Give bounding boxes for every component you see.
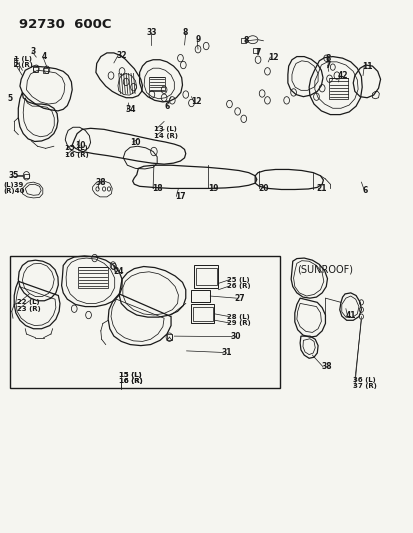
Text: 36 (L): 36 (L) [352, 377, 375, 383]
Text: 21: 21 [316, 184, 326, 193]
Text: 14 (R): 14 (R) [154, 133, 178, 139]
Text: 30: 30 [230, 332, 241, 341]
Text: 17: 17 [175, 192, 185, 201]
Bar [241, 38, 246, 43]
Bar [166, 334, 171, 341]
Text: 92730  600C: 92730 600C [19, 18, 112, 30]
Text: 28 (L): 28 (L) [226, 313, 249, 320]
Text: 26 (R): 26 (R) [226, 283, 249, 289]
Bar [252, 47, 257, 53]
Text: 38: 38 [96, 178, 106, 187]
Bar [328, 78, 347, 99]
Bar [43, 68, 48, 74]
Text: 10: 10 [131, 138, 141, 147]
Text: 11: 11 [361, 62, 372, 70]
Text: 2 (R): 2 (R) [14, 62, 33, 68]
Text: 16 (R): 16 (R) [65, 152, 88, 158]
Bar [10, 256, 279, 388]
Bar [149, 77, 164, 91]
Text: 41: 41 [345, 311, 356, 320]
Text: 19: 19 [207, 184, 218, 193]
Text: 38: 38 [320, 362, 331, 371]
Text: 20: 20 [257, 184, 268, 193]
Text: 4: 4 [41, 52, 47, 61]
Text: 13 (L): 13 (L) [154, 126, 176, 132]
Bar [195, 268, 216, 286]
Bar [191, 304, 214, 324]
Text: 18: 18 [152, 184, 162, 193]
Text: 32: 32 [116, 51, 126, 60]
Text: 16 (R): 16 (R) [119, 378, 142, 384]
Text: 8: 8 [243, 36, 249, 45]
Text: 7: 7 [254, 49, 260, 58]
Text: 34: 34 [125, 106, 135, 115]
Text: 15 (L): 15 (L) [119, 372, 142, 377]
Text: 9: 9 [195, 35, 200, 44]
Text: 10: 10 [75, 141, 86, 150]
Text: 22 (L): 22 (L) [17, 300, 40, 305]
Text: 5: 5 [8, 94, 13, 103]
Text: 23 (R): 23 (R) [17, 306, 41, 312]
Text: 8: 8 [182, 28, 188, 37]
Text: 6: 6 [361, 185, 367, 195]
Text: 25 (L): 25 (L) [226, 277, 249, 282]
Bar [190, 290, 210, 302]
Text: 37 (R): 37 (R) [352, 383, 376, 389]
Bar [24, 174, 29, 178]
Text: 42: 42 [337, 71, 347, 80]
Text: 12: 12 [191, 98, 202, 107]
Bar [78, 266, 107, 288]
Text: (L)39: (L)39 [4, 182, 24, 188]
Text: 12: 12 [268, 53, 278, 62]
Text: 3: 3 [31, 47, 36, 56]
Text: 8: 8 [325, 54, 330, 63]
Bar [193, 265, 218, 288]
Text: 15 (L): 15 (L) [65, 146, 88, 151]
Text: (SUNROOF): (SUNROOF) [296, 264, 352, 274]
Text: 15 (L): 15 (L) [119, 372, 142, 377]
Text: 1 (L): 1 (L) [14, 56, 32, 62]
Text: 33: 33 [146, 28, 157, 37]
Text: 31: 31 [221, 348, 231, 357]
Text: (R)40: (R)40 [4, 188, 25, 194]
Text: 24: 24 [114, 267, 124, 276]
Bar [33, 67, 38, 72]
Text: 7: 7 [325, 61, 330, 69]
Text: 16 (R): 16 (R) [119, 378, 142, 384]
Text: 29 (R): 29 (R) [226, 320, 250, 326]
Text: 6: 6 [164, 102, 169, 111]
Bar [192, 306, 212, 321]
Text: 27: 27 [234, 294, 245, 303]
Text: 35: 35 [9, 171, 19, 180]
